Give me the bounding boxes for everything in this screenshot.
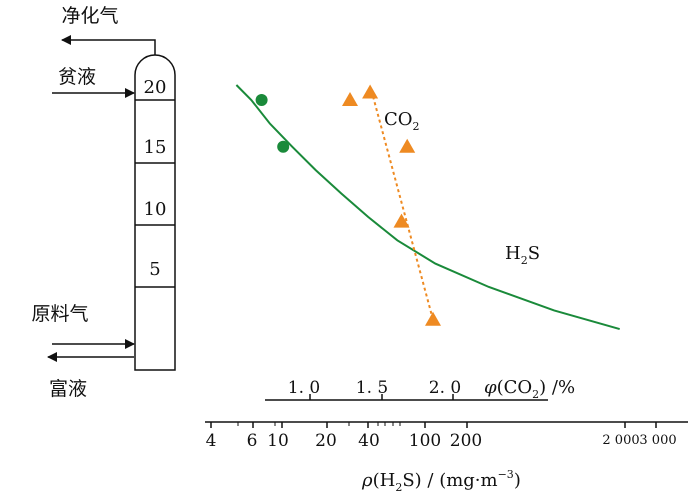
co2-label-sub: 2 — [413, 120, 420, 133]
purified-gas-label: 净化气 — [61, 5, 118, 27]
h2s-curve — [235, 84, 620, 331]
co2-tick-label: 1. 0 — [288, 378, 320, 398]
h2s-axis-title-sub: 2 — [395, 481, 402, 494]
co2-axis-title-paren: (CO — [497, 377, 533, 398]
rich-liquid-label: 富液 — [49, 378, 87, 400]
h2s-major-ticks — [210, 422, 657, 428]
h2s-tick-label: 200 — [450, 431, 482, 451]
h2s-tick-label: 10 — [267, 431, 289, 451]
tray-label-20: 20 — [144, 77, 167, 98]
h2s-axis: 4 6 10 20 40 100 200 2 000 3 000 ρ(H2S) … — [205, 421, 688, 494]
h2s-points — [255, 94, 290, 153]
absorber-column: 20 15 10 5 净化气 贫液 原料气 富液 — [31, 5, 176, 400]
co2-tick-label: 2. 0 — [429, 378, 461, 398]
co2-point — [425, 311, 441, 326]
h2s-label-main: H — [505, 243, 521, 264]
h2s-label-tail: S — [528, 243, 540, 264]
co2-axis-title-sub: 2 — [532, 388, 539, 401]
co2-axis-title-symbol: φ — [484, 377, 497, 398]
purified-gas-arrow — [61, 35, 156, 55]
h2s-minor-ticks — [237, 422, 401, 426]
h2s-tick-label: 40 — [358, 431, 380, 451]
h2s-tick-label: 4 — [206, 431, 217, 451]
h2s-tick-label: 100 — [409, 431, 441, 451]
co2-label-main: CO — [384, 109, 413, 130]
co2-tick-label: 1. 5 — [356, 378, 388, 398]
co2-point — [362, 84, 379, 99]
co2-points — [342, 84, 441, 326]
co2-axis-title-close: ) /% — [539, 377, 575, 398]
h2s-axis-title-sup: −3 — [498, 468, 514, 481]
h2s-label-sub: 2 — [521, 254, 528, 267]
co2-axis: 1. 0 1. 5 2. 0 φ(CO2) /% — [265, 377, 575, 401]
column-shell — [134, 54, 176, 371]
h2s-point — [277, 140, 290, 153]
h2s-tick-label: 6 — [247, 431, 258, 451]
feed-gas-label: 原料气 — [31, 303, 88, 325]
profile-plot: CO2 H2S — [235, 84, 620, 331]
h2s-point — [255, 94, 268, 106]
h2s-axis-title-paren: (H — [373, 470, 396, 491]
co2-series-label: CO2 — [384, 109, 420, 133]
h2s-tick-label: 3 000 — [639, 433, 676, 448]
tray-label-15: 15 — [144, 137, 167, 158]
tray-label-10: 10 — [144, 199, 167, 220]
co2-point — [393, 213, 410, 228]
h2s-series-label: H2S — [505, 243, 540, 267]
h2s-axis-title-close: ) — [514, 470, 521, 491]
h2s-axis-title-mid: S) / (mg·m — [402, 470, 497, 491]
tray-label-5: 5 — [149, 259, 160, 280]
h2s-axis-title: ρ(H2S) / (mg·m−3) — [361, 468, 521, 494]
co2-point — [399, 138, 416, 153]
lean-liquid-label: 贫液 — [58, 66, 96, 88]
h2s-axis-title-symbol: ρ — [361, 470, 373, 491]
h2s-tick-label: 2 000 — [602, 433, 639, 448]
h2s-tick-label: 20 — [315, 431, 337, 451]
co2-axis-title: φ(CO2) /% — [484, 377, 575, 401]
co2-point — [342, 92, 358, 106]
